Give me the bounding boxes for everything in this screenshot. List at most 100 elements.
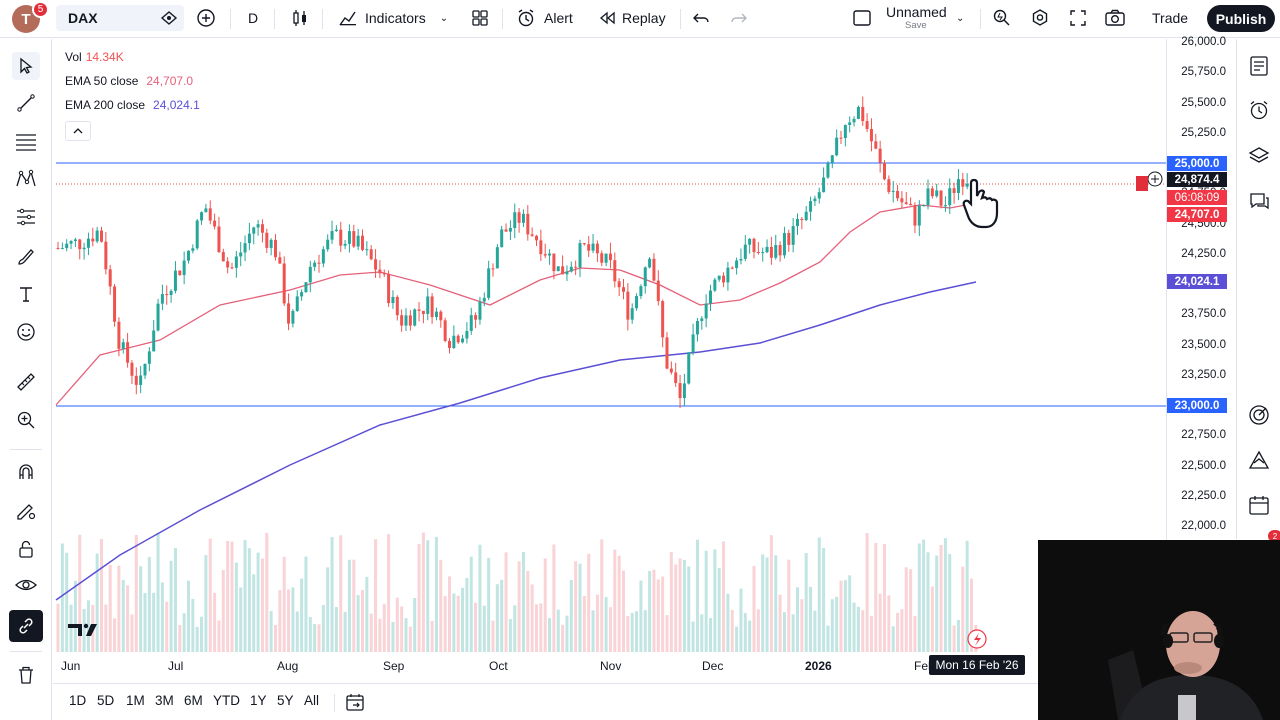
link-icon[interactable]: [9, 610, 43, 642]
volume-bar: [730, 609, 734, 652]
volume-bar: [830, 599, 834, 652]
volume-bar: [82, 609, 86, 652]
range-5d[interactable]: 5D: [97, 693, 115, 708]
volume-bar: [413, 598, 417, 652]
undo-icon[interactable]: [692, 5, 710, 31]
calendar-icon[interactable]: [1245, 491, 1273, 519]
pattern-icon[interactable]: [12, 165, 40, 193]
volume-bar: [513, 605, 517, 652]
volume-legend[interactable]: Vol 14.34K: [65, 50, 124, 64]
volume-bar: [652, 569, 656, 652]
zoom-in-icon[interactable]: [12, 406, 40, 434]
volume-bar: [604, 597, 608, 652]
volume-bar: [226, 540, 230, 652]
indicators-button[interactable]: Indicators ⌄: [338, 5, 448, 31]
volume-bar: [408, 626, 412, 652]
fullscreen-icon[interactable]: [1068, 5, 1088, 31]
range-5y[interactable]: 5Y: [277, 693, 294, 708]
candle-body: [239, 252, 243, 257]
chat-icon[interactable]: [1245, 187, 1273, 215]
candle-body: [513, 212, 517, 228]
candle-body: [313, 262, 317, 267]
settings-icon[interactable]: [1030, 5, 1050, 31]
candle-body: [243, 243, 247, 253]
volume-bar: [530, 584, 534, 652]
add-compare-icon[interactable]: [196, 5, 216, 31]
volume-bar: [717, 568, 721, 652]
candle-body: [187, 250, 190, 261]
alert-button[interactable]: Alert: [516, 5, 573, 31]
candle-body: [574, 266, 578, 268]
volume-bar: [900, 609, 904, 652]
trash-icon[interactable]: [12, 661, 40, 689]
price-tick: 22,750.0: [1181, 429, 1226, 442]
candle-body: [169, 290, 173, 296]
replay-button[interactable]: Replay: [598, 5, 666, 31]
notification-dot: 2: [1268, 530, 1280, 542]
camera-icon[interactable]: [1104, 5, 1126, 31]
ema50-legend[interactable]: EMA 50 close 24,707.0: [65, 74, 194, 88]
candle-body: [95, 230, 99, 242]
candle-body: [208, 208, 212, 221]
volume-bar: [495, 584, 499, 652]
range-ytd[interactable]: YTD: [213, 693, 240, 708]
volume-bar: [169, 560, 173, 652]
object-tree-icon[interactable]: [1245, 142, 1273, 170]
volume-bar: [926, 552, 930, 652]
magnet-icon[interactable]: [12, 458, 40, 486]
ruler-icon[interactable]: [12, 368, 40, 396]
range-3m[interactable]: 3M: [155, 693, 174, 708]
volume-bar: [665, 615, 669, 652]
range-all[interactable]: All: [304, 693, 320, 708]
range-1y[interactable]: 1Y: [250, 693, 267, 708]
trend-line-icon[interactable]: [12, 89, 40, 117]
watchlist-icon[interactable]: [160, 5, 178, 31]
target-icon[interactable]: [1245, 401, 1273, 429]
volume-bar: [304, 556, 308, 652]
cursor-icon[interactable]: [12, 52, 40, 80]
candle-body: [530, 234, 534, 236]
volume-bar: [674, 564, 678, 652]
candle-body: [687, 352, 691, 384]
candle-body: [935, 190, 939, 197]
collapse-legend-button[interactable]: [65, 121, 91, 141]
emoji-icon[interactable]: [12, 318, 40, 346]
chevron-down-icon[interactable]: ⌄: [956, 12, 965, 24]
date-range-icon[interactable]: [345, 692, 365, 717]
prediction-icon[interactable]: [12, 203, 40, 231]
publish-button[interactable]: Publish: [1207, 5, 1275, 32]
candles-icon[interactable]: [290, 5, 310, 31]
range-1d[interactable]: 1D: [69, 693, 87, 708]
candle-body: [395, 296, 399, 316]
fib-retracement-icon[interactable]: [12, 128, 40, 156]
time-tick: Dec: [702, 659, 724, 673]
brush-icon[interactable]: [12, 243, 40, 271]
trade-button[interactable]: Trade: [1152, 10, 1189, 26]
lock-icon[interactable]: [12, 535, 40, 563]
candle-body: [330, 231, 334, 240]
alerts-panel-icon[interactable]: [1245, 96, 1273, 124]
volume-bar: [213, 592, 217, 652]
candle-body: [287, 303, 291, 324]
range-6m[interactable]: 6M: [184, 693, 203, 708]
text-tool-icon[interactable]: [12, 280, 40, 308]
volume-bar: [265, 532, 269, 652]
candle-body: [143, 363, 147, 376]
layout-checkbox-icon[interactable]: [852, 5, 872, 31]
ideas-icon[interactable]: [1245, 447, 1273, 475]
range-1m[interactable]: 1M: [126, 693, 145, 708]
volume-bar: [869, 615, 873, 652]
candle-body: [539, 240, 543, 255]
volume-bar: [217, 620, 221, 652]
ema200-legend[interactable]: EMA 200 close 24,024.1: [65, 98, 200, 112]
draw-mode-icon[interactable]: [12, 496, 40, 524]
volume-bar: [156, 532, 160, 652]
templates-icon[interactable]: [470, 5, 490, 31]
eye-icon[interactable]: [12, 571, 40, 599]
interval-button[interactable]: D: [248, 10, 259, 26]
quick-search-icon[interactable]: [992, 5, 1012, 31]
watchlist-panel-icon[interactable]: [1245, 52, 1273, 80]
layout-name-button[interactable]: Unnamed Save: [886, 4, 947, 31]
redo-icon[interactable]: [730, 5, 748, 31]
